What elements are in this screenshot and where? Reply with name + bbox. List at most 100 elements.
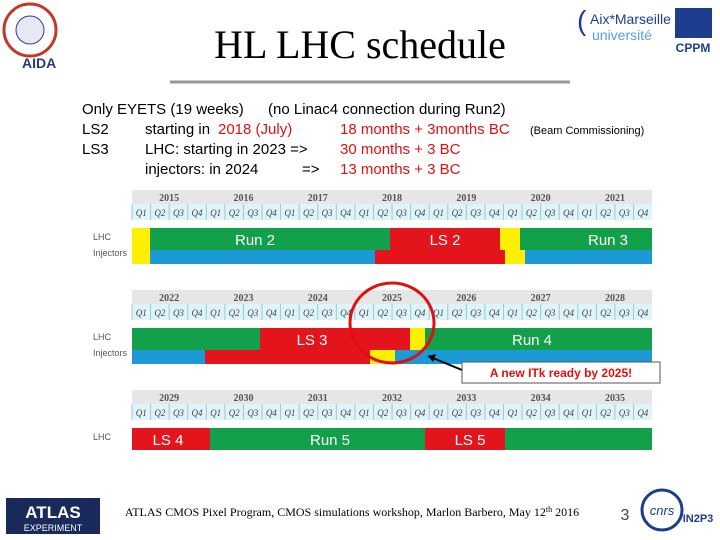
lhc-segment bbox=[150, 228, 390, 250]
quarter-label: Q2 bbox=[229, 308, 240, 318]
lhc-segment bbox=[132, 228, 150, 250]
quarter-label: Q2 bbox=[154, 308, 165, 318]
footer-text-end: 2016 bbox=[552, 505, 579, 519]
quarter-label: Q1 bbox=[359, 408, 370, 418]
year-label: 2031 bbox=[308, 393, 328, 404]
quarter-label: Q4 bbox=[192, 308, 203, 318]
quarter-label: Q3 bbox=[470, 208, 481, 218]
lhc-segment bbox=[210, 428, 425, 450]
quarter-label: Q2 bbox=[377, 308, 388, 318]
quarter-label: Q4 bbox=[414, 308, 425, 318]
quarter-label: Q2 bbox=[452, 308, 463, 318]
phase-label: LS 5 bbox=[455, 432, 486, 449]
year-label: 2025 bbox=[382, 293, 402, 304]
footer-text: ATLAS CMOS Pixel Program, CMOS simulatio… bbox=[125, 505, 579, 519]
note-text: (no Linac4 connection during Run2) bbox=[268, 101, 506, 118]
note-text: => bbox=[302, 161, 320, 178]
note-text: 13 months + 3 BC bbox=[340, 161, 461, 178]
quarter-label: Q1 bbox=[284, 308, 295, 318]
quarter-label: Q1 bbox=[210, 408, 221, 418]
year-label: 2022 bbox=[159, 293, 179, 304]
row-label: Injectors bbox=[93, 348, 128, 358]
note-text: Only EYETS (19 weeks) bbox=[82, 101, 244, 118]
year-label: 2020 bbox=[531, 193, 551, 204]
quarter-label: Q4 bbox=[563, 208, 574, 218]
quarter-label: Q2 bbox=[600, 208, 611, 218]
quarter-label: Q4 bbox=[637, 408, 648, 418]
lhc-segment bbox=[260, 328, 410, 350]
quarter-label: Q2 bbox=[303, 308, 314, 318]
note-text: 18 months + 3months BC bbox=[340, 121, 510, 138]
year-label: 2017 bbox=[308, 193, 328, 204]
quarter-label: Q4 bbox=[563, 308, 574, 318]
quarter-label: Q4 bbox=[192, 208, 203, 218]
atlas-logo-sub: EXPERIMENT bbox=[24, 523, 83, 533]
atlas-logo: ATLAS bbox=[25, 503, 80, 522]
lhc-segment bbox=[520, 228, 652, 250]
lhc-segment bbox=[132, 328, 260, 350]
quarter-label: Q4 bbox=[340, 308, 351, 318]
injector-segment bbox=[132, 350, 205, 364]
quarter-label: Q3 bbox=[396, 208, 407, 218]
footer-sup: th bbox=[546, 505, 552, 514]
quarter-label: Q2 bbox=[526, 408, 537, 418]
lhc-segment bbox=[505, 428, 652, 450]
year-label: 2026 bbox=[456, 293, 476, 304]
quarter-label: Q4 bbox=[192, 408, 203, 418]
year-label: 2018 bbox=[382, 193, 402, 204]
quarter-label: Q1 bbox=[507, 208, 518, 218]
year-header bbox=[132, 290, 653, 304]
quarter-label: Q1 bbox=[582, 308, 593, 318]
quarter-label: Q2 bbox=[452, 208, 463, 218]
year-label: 2021 bbox=[605, 193, 625, 204]
phase-label: LS 4 bbox=[153, 432, 184, 449]
quarter-label: Q3 bbox=[396, 408, 407, 418]
year-label: 2024 bbox=[308, 293, 328, 304]
year-label: 2019 bbox=[456, 193, 476, 204]
phase-label: Run 2 bbox=[235, 232, 275, 249]
year-label: 2023 bbox=[233, 293, 253, 304]
quarter-label: Q3 bbox=[544, 308, 555, 318]
quarter-label: Q4 bbox=[414, 208, 425, 218]
amu-logo: Aix*Marseille bbox=[590, 11, 671, 27]
year-label: 2032 bbox=[382, 393, 402, 404]
year-label: 2030 bbox=[233, 393, 253, 404]
quarter-label: Q3 bbox=[322, 408, 333, 418]
lhc-segment bbox=[425, 328, 652, 350]
quarter-label: Q4 bbox=[414, 408, 425, 418]
quarter-label: Q4 bbox=[340, 208, 351, 218]
year-header bbox=[132, 190, 653, 204]
quarter-label: Q3 bbox=[322, 208, 333, 218]
quarter-label: Q1 bbox=[210, 208, 221, 218]
lhc-segment bbox=[132, 428, 210, 450]
note-text: starting in bbox=[145, 121, 210, 138]
quarter-label: Q3 bbox=[619, 408, 630, 418]
phase-label: LS 2 bbox=[430, 232, 461, 249]
injector-segment bbox=[205, 350, 370, 364]
quarter-label: Q3 bbox=[173, 208, 184, 218]
footer-text-main: ATLAS CMOS Pixel Program, CMOS simulatio… bbox=[125, 505, 546, 519]
cnrs-logo: cnrs bbox=[650, 503, 675, 518]
timeline: 2015 Q1 Q2 Q3 Q4 2016 Q1 Q2 Q3 Q4 2017 Q1 Q2 Q3 Q4 2018… bbox=[93, 190, 653, 450]
row-label: Injectors bbox=[93, 248, 128, 258]
quarter-label: Q1 bbox=[136, 308, 147, 318]
quarter-label: Q3 bbox=[173, 408, 184, 418]
injector-segment bbox=[525, 250, 652, 264]
note-text: 2018 (July) bbox=[218, 121, 292, 138]
quarter-label: Q4 bbox=[637, 308, 648, 318]
quarter-label: Q3 bbox=[470, 408, 481, 418]
quarter-label: Q2 bbox=[303, 208, 314, 218]
injector-segment bbox=[132, 250, 150, 264]
atlas-pixel-logo-inner bbox=[15, 15, 45, 45]
in2p3-logo: IN2P3 bbox=[683, 513, 714, 525]
quarter-label: Q4 bbox=[266, 408, 277, 418]
year-label: 2033 bbox=[456, 393, 476, 404]
callout-text: A new ITk ready by 2025! bbox=[490, 366, 632, 380]
quarter-label: Q3 bbox=[247, 408, 258, 418]
atlas-logo-box bbox=[6, 498, 100, 534]
cppm-logo: CPPM bbox=[676, 41, 711, 55]
injector-segment bbox=[375, 250, 505, 264]
quarter-label: Q1 bbox=[433, 208, 444, 218]
highlight-circle bbox=[348, 281, 436, 365]
quarter-label: Q2 bbox=[377, 208, 388, 218]
